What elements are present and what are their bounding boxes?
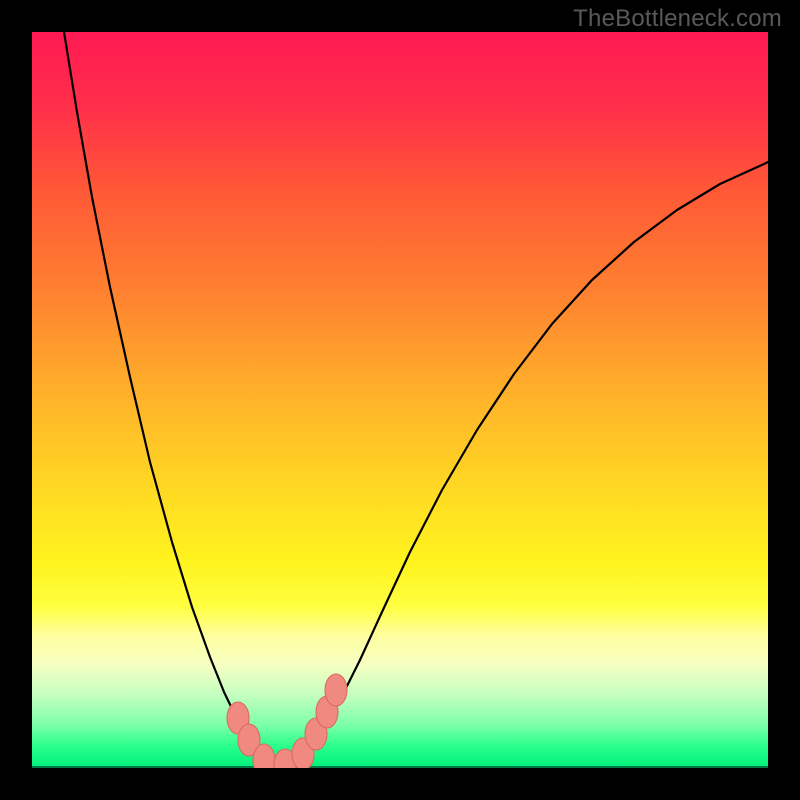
- watermark-label: TheBottleneck.com: [573, 5, 782, 33]
- data-marker: [325, 674, 347, 706]
- chart-frame: TheBottleneck.com: [0, 0, 800, 800]
- gradient-background: [32, 32, 768, 768]
- bottleneck-chart: [32, 32, 768, 768]
- plot-area: [32, 32, 768, 768]
